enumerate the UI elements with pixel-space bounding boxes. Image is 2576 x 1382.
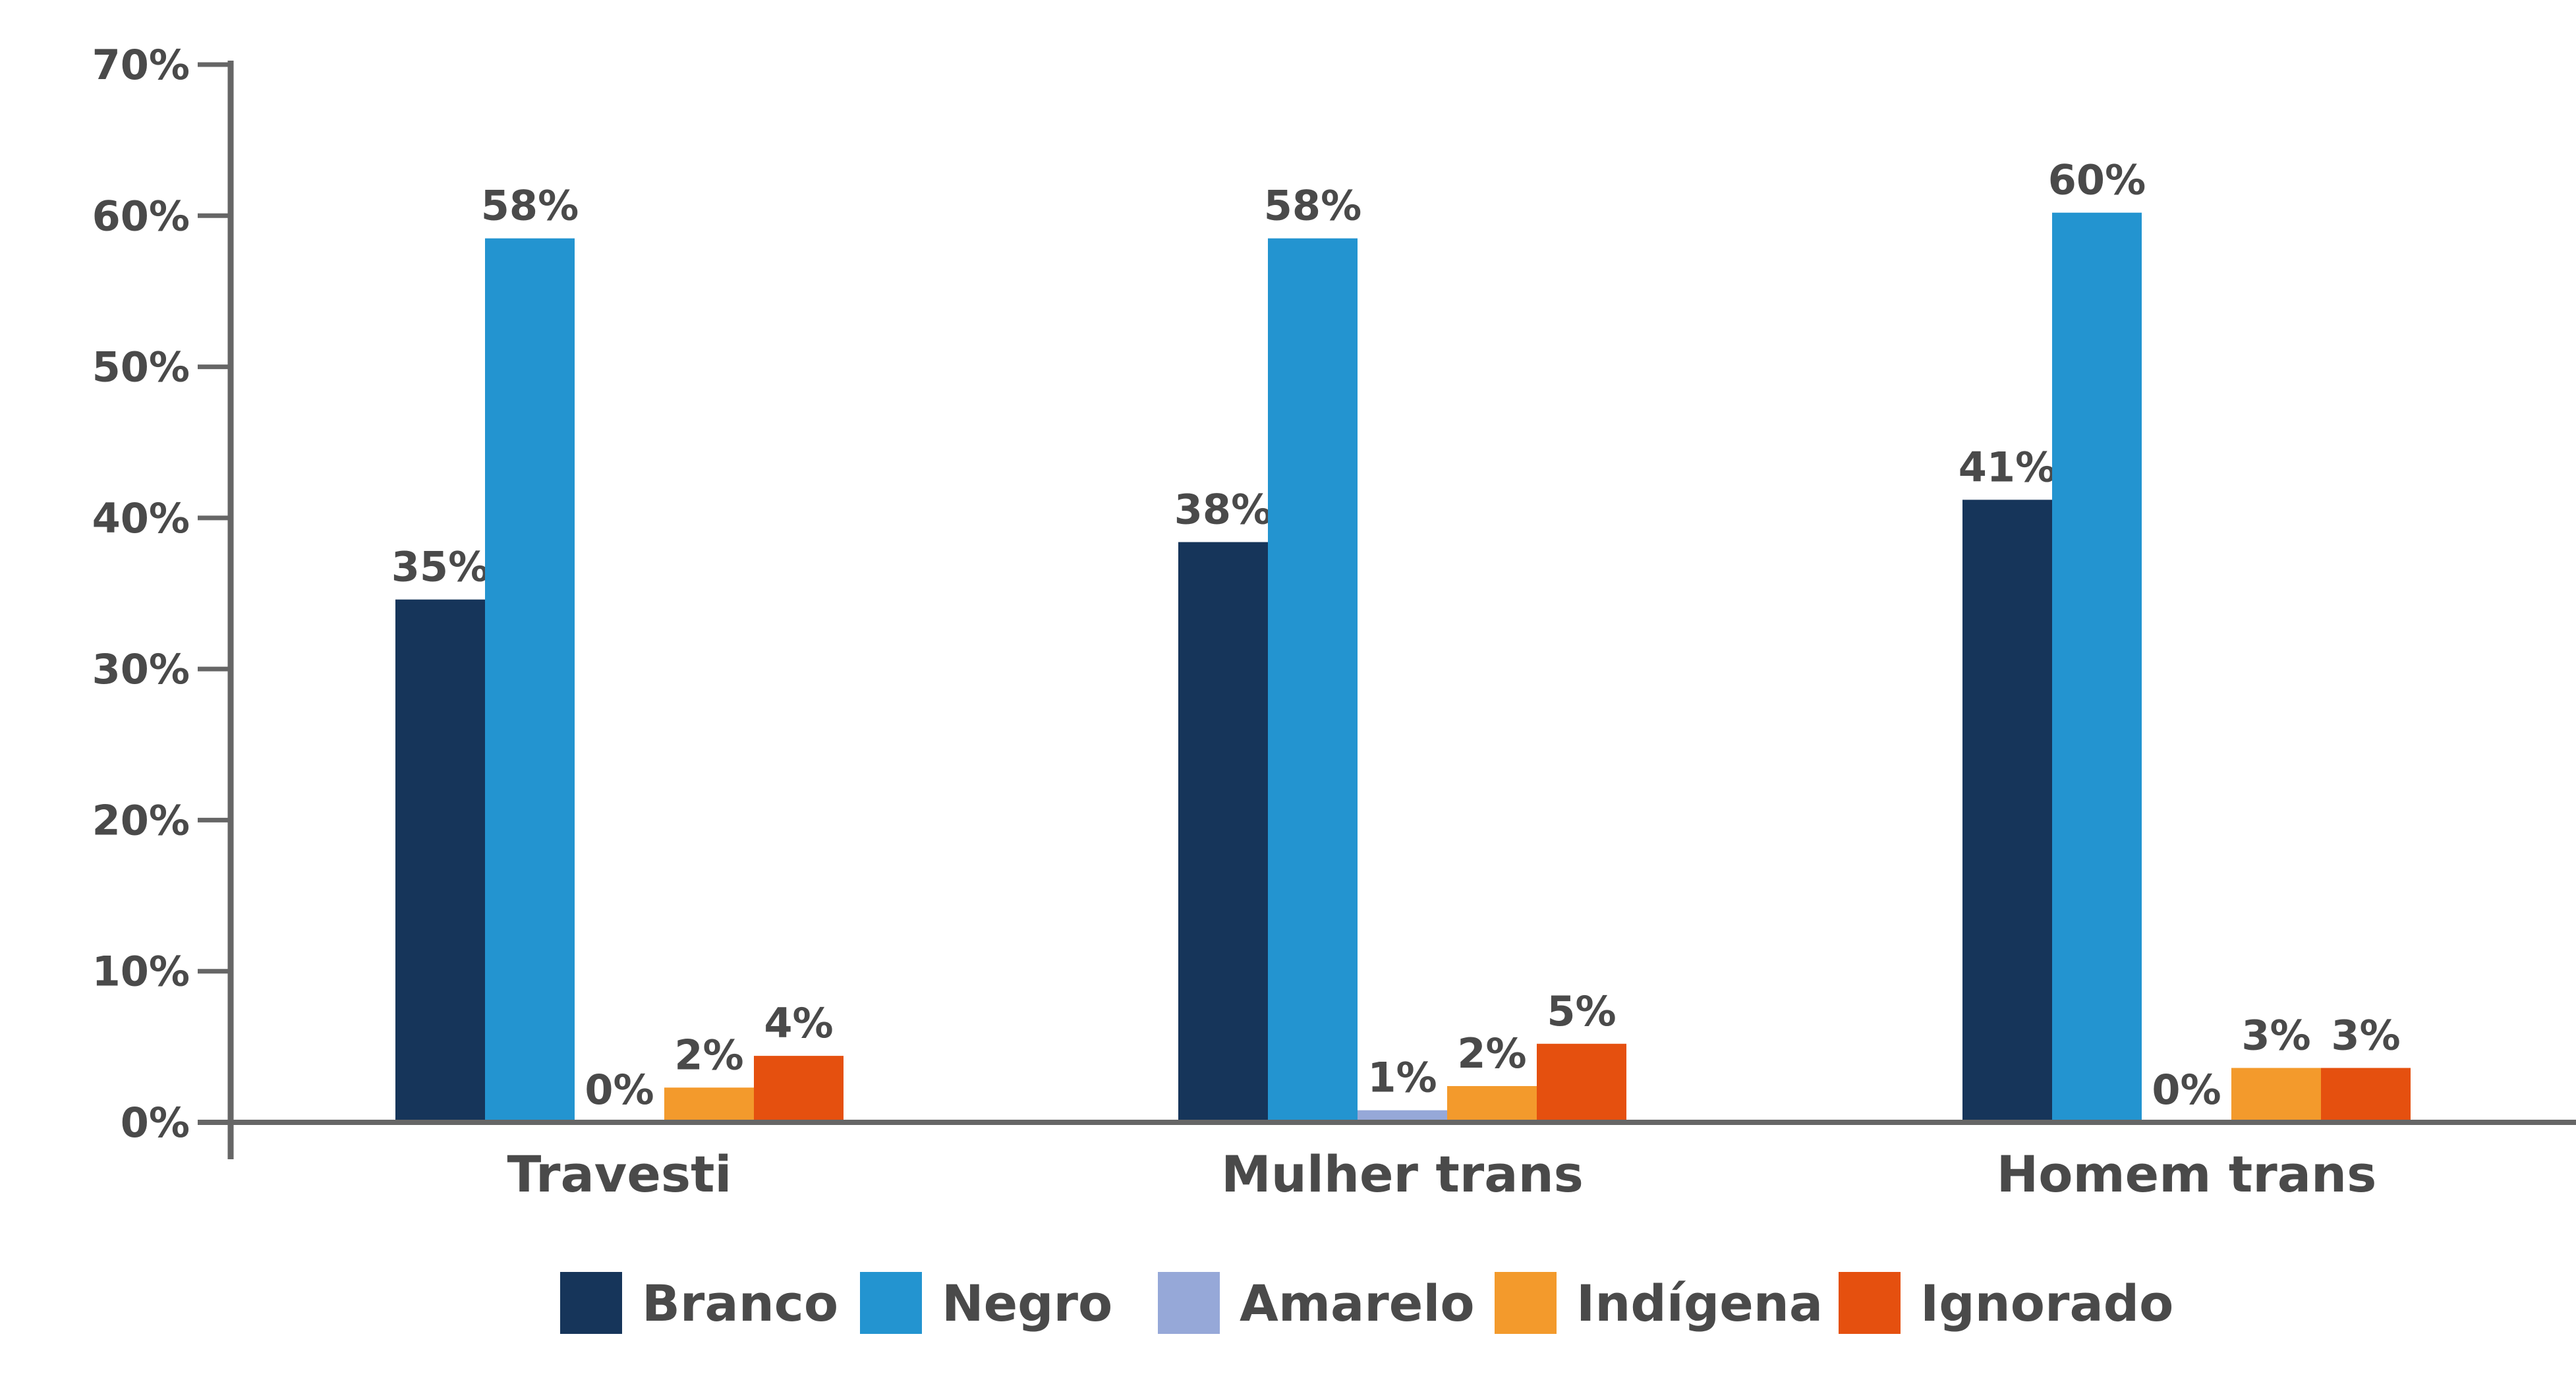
legend-swatch [1495, 1272, 1557, 1334]
y-tick-label: 30% [92, 645, 190, 693]
bar-ind-gena-3 [2231, 1068, 2321, 1122]
x-category-label: Travesti [507, 1145, 732, 1203]
y-tick-label: 60% [92, 192, 190, 240]
data-label: 4% [764, 999, 833, 1047]
data-label: 38% [1174, 486, 1272, 534]
x-axis: Travesti Mulher trans Homem trans [198, 1120, 2576, 1203]
data-label: 35% [391, 543, 489, 591]
legend-label: Indígena [1576, 1274, 1823, 1333]
legend-swatch [860, 1272, 922, 1334]
bar-amarelo-2 [1358, 1110, 1447, 1122]
y-axis: 0% 10% 20% 30% 40% 50% 60% 70% [92, 41, 234, 1159]
bar-ind-gena-2 [1447, 1085, 1537, 1122]
data-label: 3% [2241, 1011, 2310, 1059]
data-label: 0% [585, 1066, 654, 1114]
y-tick-label: 50% [92, 343, 190, 391]
y-tick-label: 70% [92, 41, 190, 89]
bar-ignorado-3 [2321, 1068, 2411, 1122]
legend-label: Branco [642, 1274, 838, 1333]
data-label: 0% [2152, 1066, 2221, 1114]
bar-branco-2 [1178, 542, 1268, 1122]
legend-label: Negro [942, 1274, 1112, 1333]
data-label: 58% [1264, 182, 1361, 230]
y-tick-label: 0% [121, 1099, 190, 1147]
bar-ignorado-2 [1537, 1043, 1626, 1122]
bar-branco-3 [1962, 500, 2052, 1122]
bar-negro-3 [2052, 212, 2142, 1123]
bars: 35% 58% 0% 2% 4% 38% 58% 1% 2% 5% 41% 60% 0% 3% 3% [391, 156, 2411, 1123]
x-category-label: Mulher trans [1221, 1145, 1584, 1203]
y-tick-label: 10% [92, 948, 190, 996]
legend-label: Amarelo [1240, 1274, 1475, 1333]
bar-ind-gena-1 [664, 1087, 754, 1122]
legend-swatch [560, 1272, 622, 1334]
legend-swatch [1839, 1272, 1901, 1334]
y-tick-label: 40% [92, 494, 190, 542]
x-category-label: Homem trans [1997, 1145, 2377, 1203]
legend: Branco Negro Amarelo Indígena Ignorado [560, 1272, 2173, 1334]
data-label: 60% [2048, 156, 2146, 204]
legend-label: Ignorado [1920, 1274, 2173, 1333]
bar-ignorado-1 [754, 1056, 844, 1122]
bar-negro-1 [485, 238, 575, 1122]
data-label: 41% [1959, 443, 2056, 491]
data-label: 1% [1367, 1054, 1437, 1102]
legend-swatch [1158, 1272, 1220, 1334]
data-label: 58% [481, 182, 579, 230]
data-label: 2% [1457, 1029, 1526, 1078]
data-label: 2% [674, 1031, 743, 1079]
y-tick-label: 20% [92, 796, 190, 844]
bar-negro-2 [1268, 238, 1358, 1122]
data-label: 5% [1547, 987, 1616, 1035]
data-label: 3% [2331, 1011, 2400, 1059]
bar-branco-1 [395, 599, 485, 1122]
